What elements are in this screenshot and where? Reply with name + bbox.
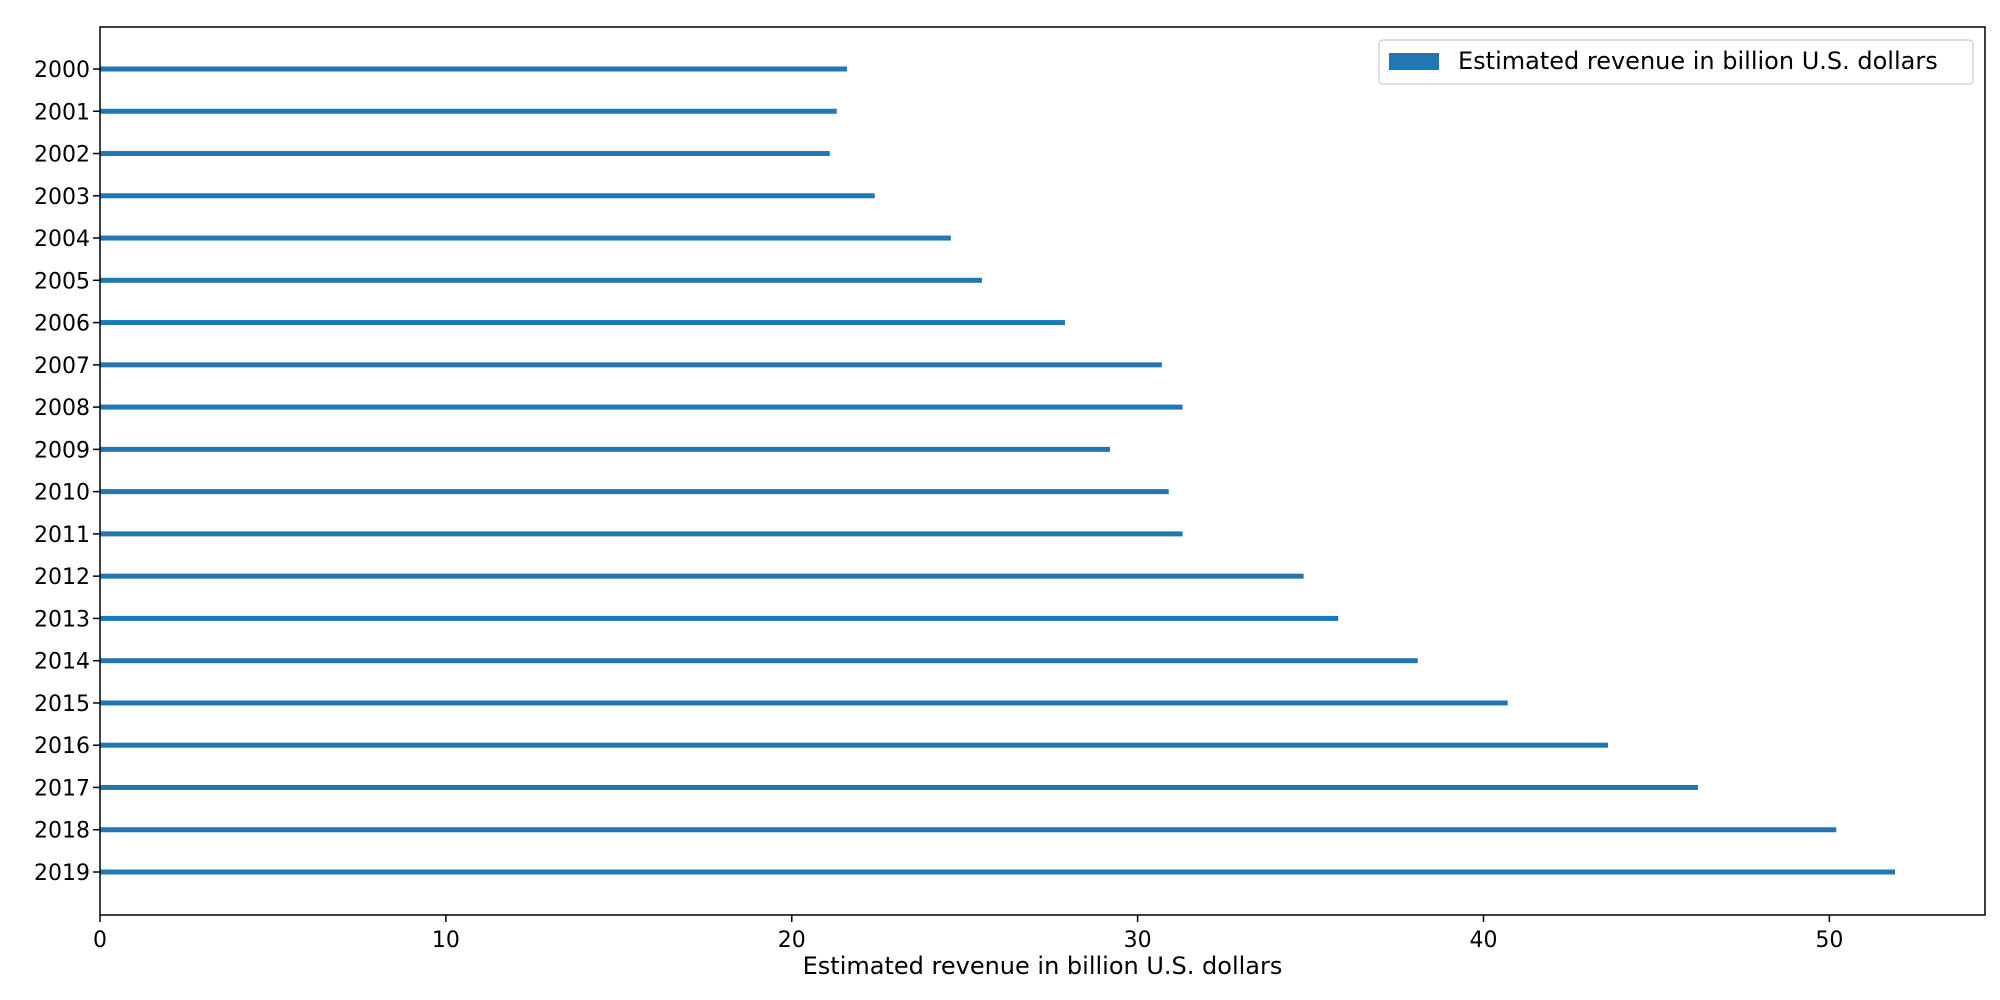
bar-2013: [100, 615, 1339, 621]
bar-2011: [100, 531, 1183, 537]
bar-2019: [100, 869, 1896, 875]
y-tick-label: 2011: [34, 523, 90, 548]
y-tick-label: 2004: [34, 227, 90, 252]
legend: Estimated revenue in billion U.S. dollar…: [1378, 39, 1974, 85]
y-tick-label: 2010: [34, 481, 90, 506]
bar-2006: [100, 320, 1065, 326]
y-tick-label: 2013: [34, 607, 90, 632]
bar-2007: [100, 362, 1162, 368]
bar-2012: [100, 573, 1304, 579]
y-tick-label: 2009: [34, 438, 90, 463]
bar-2001: [100, 108, 837, 114]
y-tick-label: 2005: [34, 269, 90, 294]
x-axis-ticks: 0 10 20 30 40 50: [93, 915, 1843, 953]
bar-2010: [100, 489, 1169, 495]
y-tick-label: 2016: [34, 734, 90, 759]
y-tick-label: 2006: [34, 312, 90, 337]
y-tick-label: 2015: [34, 692, 90, 717]
y-tick-label: 2007: [34, 354, 90, 379]
y-tick-label: 2018: [34, 819, 90, 844]
x-tick-label: 10: [432, 928, 460, 953]
y-tick-label: 2008: [34, 396, 90, 421]
legend-box: [1378, 39, 1974, 85]
x-axis-title: Estimated revenue in billion U.S. dollar…: [803, 952, 1283, 980]
y-tick-label: 2012: [34, 565, 90, 590]
legend-swatch: [1389, 53, 1439, 70]
y-tick-label: 2003: [34, 185, 90, 210]
bar-2003: [100, 193, 875, 199]
bar-2005: [100, 277, 982, 283]
bar-2008: [100, 404, 1183, 410]
bar-2015: [100, 700, 1508, 706]
bar-2000: [100, 66, 848, 72]
y-tick-label: 2000: [34, 58, 90, 83]
bar-2017: [100, 784, 1698, 790]
y-tick-label: 2017: [34, 776, 90, 801]
bar-2002: [100, 151, 830, 157]
x-tick-label: 0: [93, 928, 107, 953]
legend-label: Estimated revenue in billion U.S. dollar…: [1458, 47, 1938, 75]
y-axis-ticks: 2000 2001 2002 2003 2004 2005 2006 2007 2008 2009…: [34, 58, 100, 886]
x-tick-label: 30: [1124, 928, 1152, 953]
x-tick-label: 50: [1815, 928, 1843, 953]
bar-2004: [100, 235, 951, 241]
y-tick-label: 2001: [34, 100, 90, 125]
bar-2009: [100, 446, 1110, 452]
bar-2014: [100, 658, 1418, 664]
x-tick-label: 20: [778, 928, 806, 953]
y-tick-label: 2019: [34, 861, 90, 886]
plot-frame: [99, 26, 1986, 916]
x-tick-label: 40: [1469, 928, 1497, 953]
y-tick-label: 2014: [34, 650, 90, 675]
bar-2016: [100, 742, 1608, 748]
bars-layer: [100, 66, 1896, 875]
bar-2018: [100, 827, 1837, 833]
y-tick-label: 2002: [34, 143, 90, 168]
